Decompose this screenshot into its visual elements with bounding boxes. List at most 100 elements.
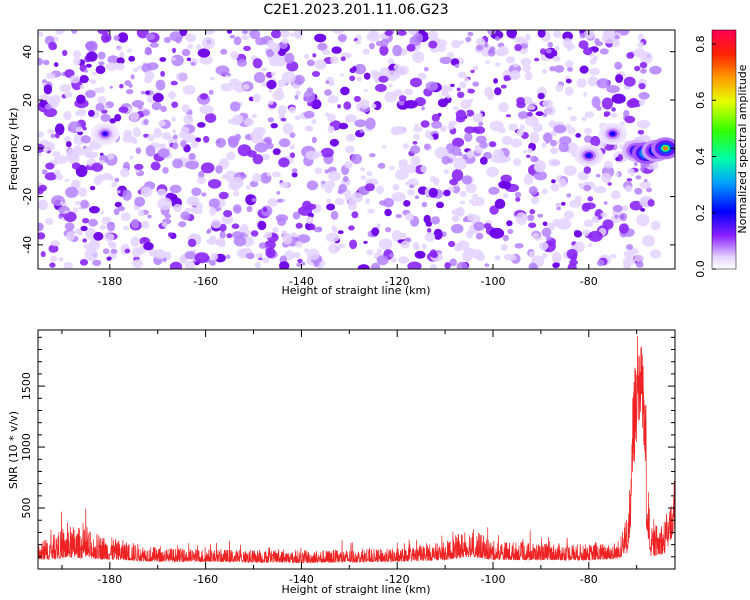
spectrogram-cell (464, 126, 476, 134)
spectrogram-cell (50, 133, 57, 139)
spectrogram-cell (628, 98, 639, 107)
spectrogram-cell (514, 36, 526, 45)
spectrogram-cell (102, 248, 110, 255)
spectrogram-cell (619, 212, 628, 222)
spectrogram-cell (351, 153, 362, 165)
spectrogram-cell (294, 115, 301, 121)
spectrogram-cell (579, 65, 589, 74)
spectrogram-cell (172, 158, 183, 169)
spectrogram-cell (392, 126, 408, 135)
spectrogram-cell (77, 131, 83, 136)
spectrogram-cell (105, 62, 118, 72)
spectrogram-cell (158, 120, 166, 127)
spectrogram-cell (374, 77, 380, 84)
spectrogram-cell (349, 239, 358, 250)
spectrogram-cell (424, 232, 436, 242)
spectrogram-cell (351, 211, 359, 219)
spectrogram-cell (45, 72, 56, 79)
spectrogram-hotspot (102, 131, 108, 136)
spectrogram-cell (603, 160, 614, 169)
spectrogram-cell (619, 144, 624, 150)
spectrogram-cell (310, 99, 322, 110)
spectrogram-cell (535, 111, 544, 117)
spectrogram-cell (167, 232, 173, 238)
spectrogram-cell (229, 34, 235, 39)
spectrogram-cell (77, 187, 88, 197)
spectrogram-cell (429, 264, 438, 269)
spectrogram-cell (636, 214, 650, 227)
spectrogram-cell (201, 36, 216, 50)
spectrogram-cell (258, 242, 267, 249)
spectrogram-cell (207, 179, 222, 189)
spectrogram-cell (392, 183, 400, 191)
spectrogram-cell (644, 179, 648, 183)
spectrogram-cell (475, 135, 487, 144)
spectrogram-cell (633, 48, 646, 58)
spectrogram-cell (479, 156, 488, 165)
spectrogram-cell (527, 214, 535, 222)
spectrogram-cell (366, 170, 373, 177)
spectrogram-cell (93, 231, 104, 241)
spectrogram-cell (272, 226, 279, 233)
spectrogram-cell (543, 132, 553, 143)
spectrogram-cell (410, 77, 422, 88)
spectrogram-cell (494, 198, 506, 209)
spectrogram-cell (171, 57, 177, 61)
spectrogram-cell (306, 59, 315, 67)
spectrogram-cell (595, 173, 601, 178)
spectrogram-cell (590, 135, 601, 147)
spectrogram-cell (554, 257, 560, 262)
spectrogram-cell (392, 89, 404, 97)
spectrogram-cell (388, 83, 393, 88)
spectrogram-cell (297, 234, 311, 244)
spectrogram-cell (53, 169, 61, 176)
spectrogram-cell (389, 165, 395, 171)
spectrogram-cell (243, 117, 254, 127)
spectrogram-cell (265, 247, 276, 259)
spectrogram-cell (324, 169, 329, 174)
colorbar-tick-label: 0.0 (694, 260, 707, 278)
spectrogram-cell (637, 41, 644, 48)
spectrogram-cell (209, 206, 217, 216)
spectrogram-cell (73, 57, 81, 66)
spectrogram-cell (337, 34, 347, 42)
spectrogram-cell (595, 41, 604, 47)
spectrogram-cell (63, 110, 72, 121)
spectrogram-cell (606, 85, 620, 94)
spectrogram-cell (82, 238, 88, 243)
spectrogram-y-tick-label: 20 (21, 93, 34, 107)
spectrogram-cell (400, 232, 407, 239)
spectrogram-cell (513, 158, 521, 167)
spectrogram-cell (281, 38, 289, 44)
spectrogram-cell (377, 162, 386, 169)
spectrogram-cell (500, 174, 512, 183)
spectrogram-cell (89, 79, 97, 84)
spectrogram-cell (143, 238, 147, 243)
spectrogram-cell (63, 211, 77, 223)
spectrogram-cell (573, 230, 583, 238)
spectrogram-cell (118, 206, 125, 212)
spectrogram-cell (384, 30, 393, 36)
spectrogram-cell (181, 104, 190, 113)
spectrogram-cell (413, 133, 420, 140)
spectrogram-cell (162, 257, 167, 262)
spectrogram-cell (611, 190, 621, 200)
spectrogram-cell (261, 153, 270, 161)
spectrogram-cell (76, 94, 86, 104)
spectrogram-cell (493, 78, 498, 84)
spectrogram-cell (60, 201, 64, 206)
spectrogram-cell (579, 32, 586, 39)
spectrogram-cell (47, 129, 55, 134)
spectrogram-cell (421, 243, 427, 250)
spectrogram-cell (196, 44, 202, 51)
spectrogram-cell (489, 227, 505, 239)
spectrogram-cell (80, 135, 91, 144)
spectrogram-cell (584, 127, 592, 135)
spectrogram-cell (527, 148, 533, 154)
spectrogram-cell (553, 30, 562, 39)
spectrogram-cell (474, 146, 484, 154)
spectrogram-cell (623, 109, 630, 118)
spectrogram-cell (345, 116, 351, 123)
spectrogram-cell (113, 35, 120, 41)
snr-y-tick-label: 500 (20, 498, 33, 519)
